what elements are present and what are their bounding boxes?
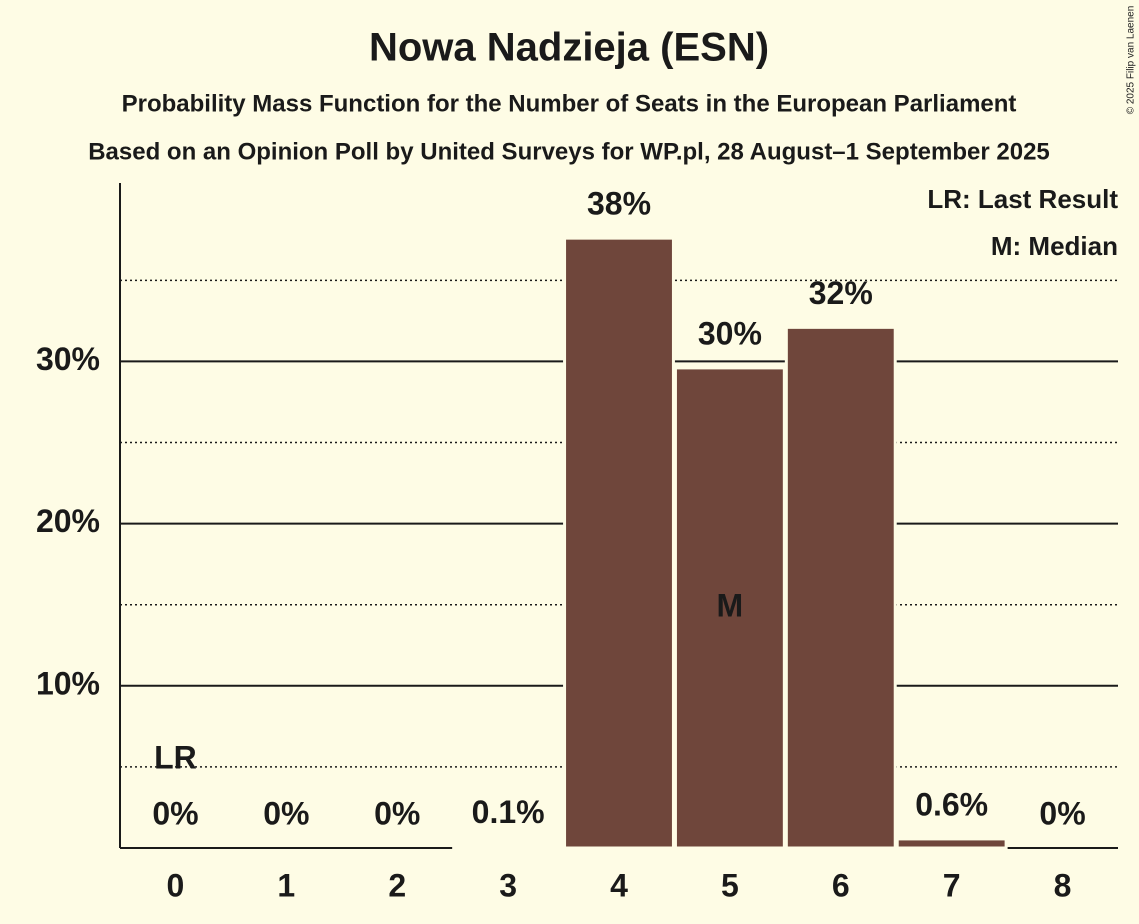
y-tick-label: 10% (36, 665, 100, 701)
bar (563, 236, 675, 850)
value-label: 0% (1039, 795, 1085, 831)
chart-subtitle: Probability Mass Function for the Number… (122, 90, 1017, 117)
value-label: 32% (809, 275, 873, 311)
x-tick-label: 4 (610, 867, 628, 903)
legend-entry: M: Median (991, 231, 1118, 261)
copyright: © 2025 Filip van Laenen (1126, 6, 1137, 115)
value-label: 38% (587, 186, 651, 222)
median-marker: M (717, 587, 744, 623)
x-tick-label: 1 (277, 867, 295, 903)
value-label: 0% (374, 795, 420, 831)
value-label: 0% (263, 795, 309, 831)
bar (784, 325, 897, 850)
x-tick-label: 0 (167, 867, 185, 903)
bar (895, 837, 1008, 850)
value-label: 0.1% (472, 794, 545, 830)
legend-entry: LR: Last Result (927, 184, 1118, 214)
value-label: 30% (698, 315, 762, 351)
x-tick-label: 3 (499, 867, 517, 903)
bar (673, 366, 786, 850)
chart-title: Nowa Nadzieja (ESN) (369, 26, 769, 70)
x-tick-label: 5 (721, 867, 739, 903)
last-result-marker: LR (154, 739, 197, 775)
value-label: 0% (152, 795, 198, 831)
x-tick-label: 8 (1054, 867, 1072, 903)
x-tick-label: 2 (388, 867, 406, 903)
y-tick-label: 20% (36, 503, 100, 539)
bar (452, 844, 565, 850)
y-tick-label: 30% (36, 341, 100, 377)
value-label: 0.6% (915, 786, 988, 822)
x-tick-label: 7 (943, 867, 961, 903)
x-tick-label: 6 (832, 867, 850, 903)
chart-subtitle: Based on an Opinion Poll by United Surve… (88, 138, 1050, 165)
